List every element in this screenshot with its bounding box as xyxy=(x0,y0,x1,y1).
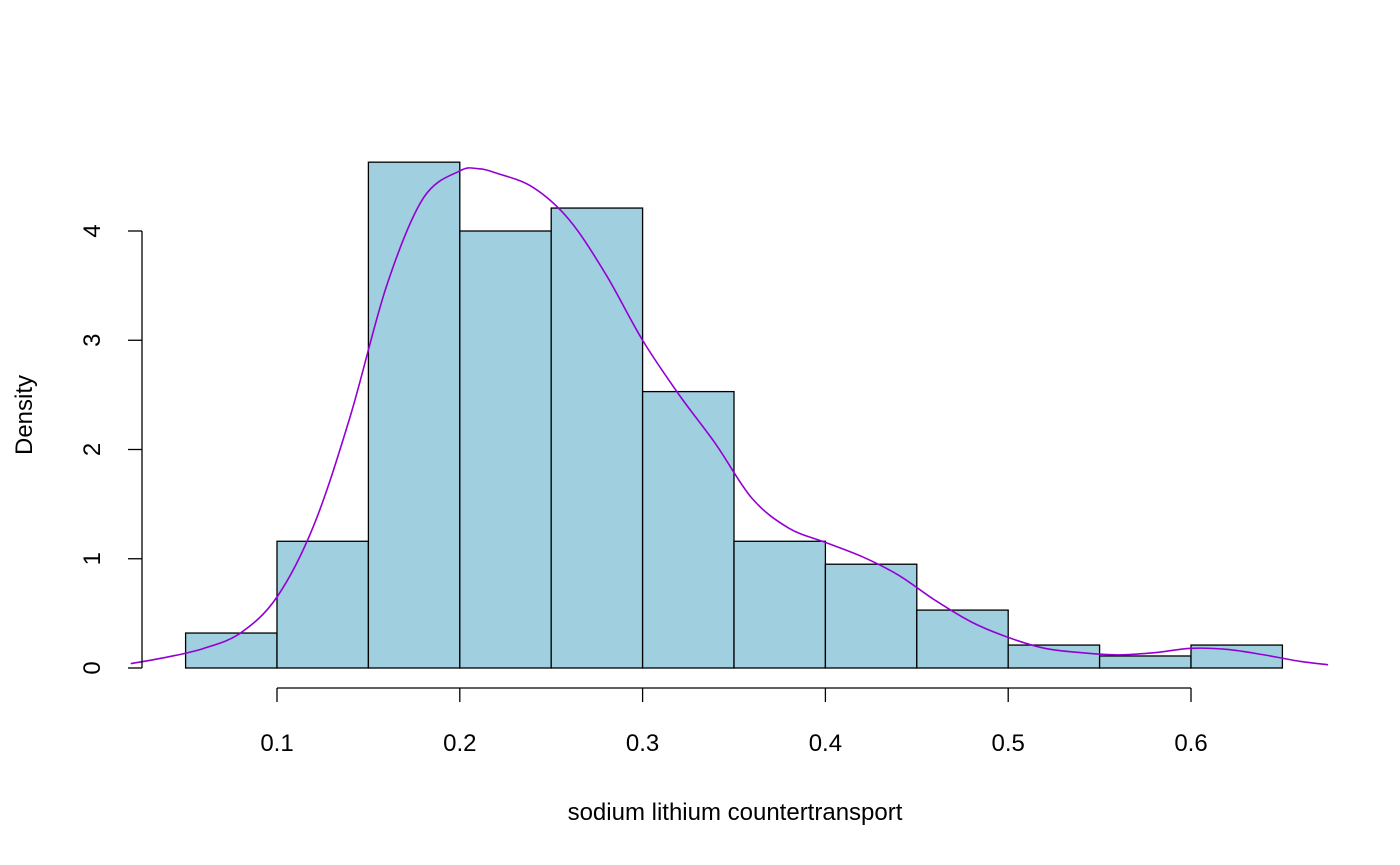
x-tick-label-2: 0.3 xyxy=(626,730,659,757)
y-tick-label-2: 2 xyxy=(79,443,106,456)
histogram-bar-9 xyxy=(1007,644,1101,669)
histogram-bar-3 xyxy=(459,230,552,669)
histogram-bar-1 xyxy=(276,540,370,669)
bars-layer xyxy=(184,161,1284,669)
density-curve xyxy=(130,167,1329,666)
y-axis-title: Density xyxy=(11,375,38,455)
histogram-bar-7 xyxy=(824,563,918,669)
y-tick-label-0: 0 xyxy=(79,661,106,674)
y-tick-label-3: 3 xyxy=(79,334,106,347)
histogram-bar-6 xyxy=(733,540,827,669)
histogram-bar-10 xyxy=(1098,655,1192,669)
y-tick-label-4: 4 xyxy=(79,224,106,237)
histogram-bar-4 xyxy=(550,207,644,669)
x-tick-label-4: 0.5 xyxy=(992,730,1025,757)
histogram-bar-5 xyxy=(641,390,735,669)
x-tick-label-5: 0.6 xyxy=(1174,730,1207,757)
histogram-bar-8 xyxy=(916,609,1009,669)
x-tick-label-0: 0.1 xyxy=(260,730,293,757)
x-tick-label-3: 0.4 xyxy=(809,730,842,757)
y-axis: 0 1 2 3 4 xyxy=(79,224,143,675)
x-axis-title: sodium lithium countertransport xyxy=(568,799,903,826)
histogram-bar-2 xyxy=(367,161,461,669)
x-axis: 0.1 0.2 0.3 0.4 0.5 0.6 xyxy=(260,687,1208,757)
y-tick-label-1: 1 xyxy=(79,552,106,565)
histogram-bar-11 xyxy=(1190,644,1284,669)
density-curve-layer xyxy=(130,167,1329,666)
x-tick-label-1: 0.2 xyxy=(443,730,476,757)
